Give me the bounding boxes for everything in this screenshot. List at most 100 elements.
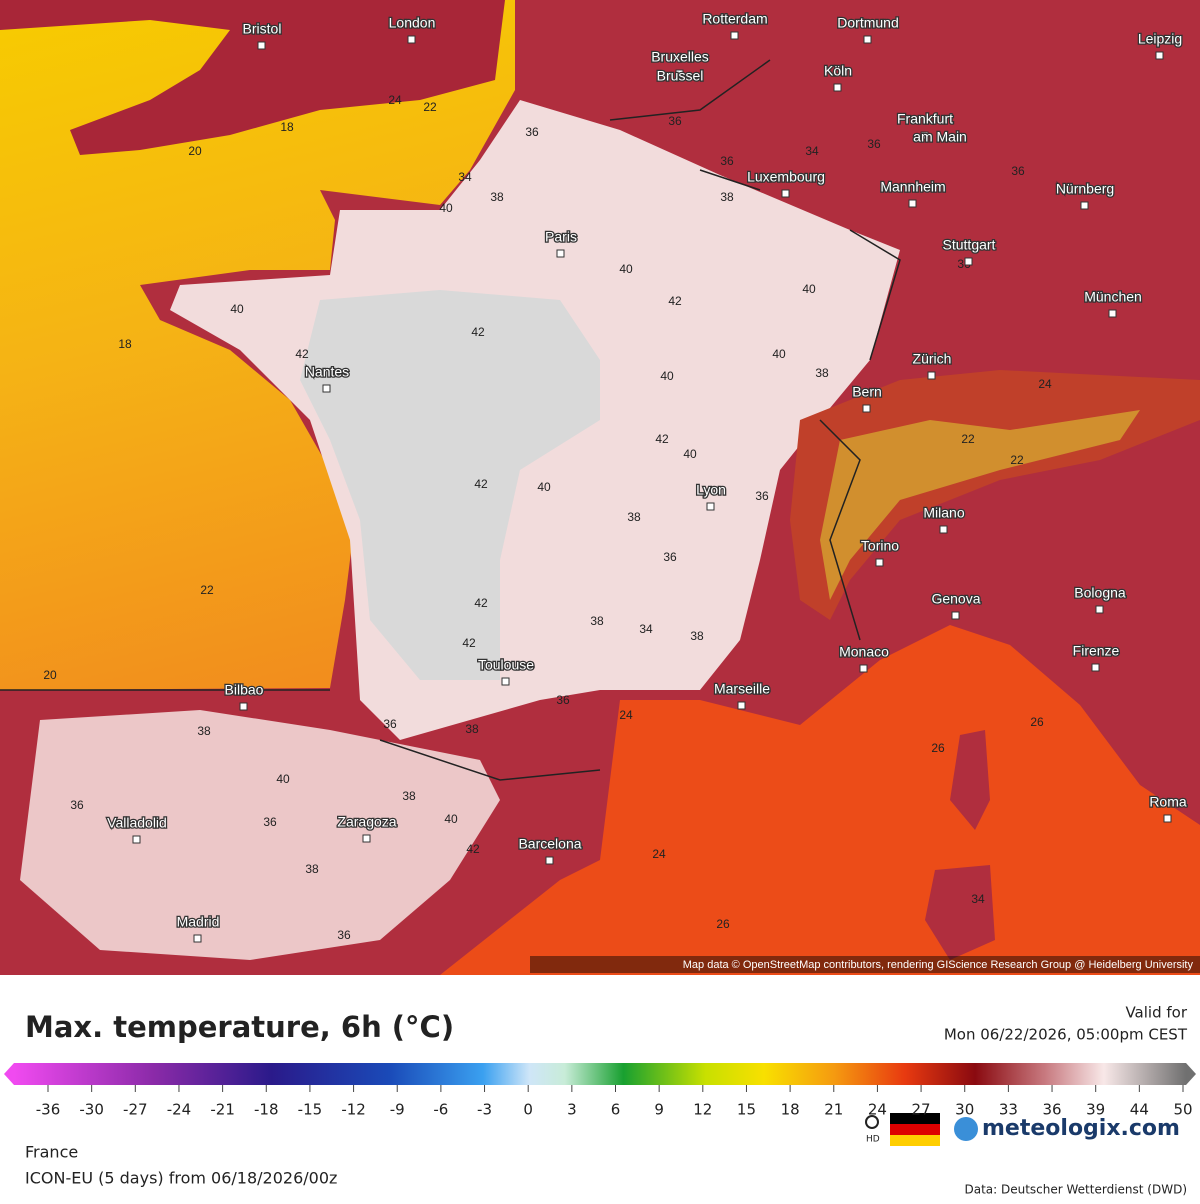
contour-label: 26	[1030, 715, 1044, 729]
city-label: Bruxelles	[651, 49, 709, 65]
region: France	[25, 1143, 78, 1162]
map: Map data © OpenStreetMap contributors, r…	[0, 0, 1200, 975]
attribution: Map data © OpenStreetMap contributors, r…	[683, 959, 1194, 971]
valid-label: Valid for	[1125, 1004, 1187, 1022]
contour-label: 42	[668, 294, 682, 308]
contour-label: 40	[619, 262, 633, 276]
city-label: Madrid	[177, 914, 220, 930]
contour-label: 36	[1011, 164, 1025, 178]
contour-label: 38	[402, 789, 416, 803]
city-marker	[859, 664, 868, 673]
contour-label: 38	[465, 722, 479, 736]
contour-label: 38	[305, 862, 319, 876]
city-label: Bern	[852, 384, 882, 400]
city-marker	[322, 384, 331, 393]
city-marker	[239, 702, 248, 711]
legend-tick-label: 9	[654, 1101, 664, 1119]
contour-label: 42	[295, 347, 309, 361]
contour-label: 38	[627, 510, 641, 524]
legend-tick-label: 6	[611, 1101, 621, 1119]
city-label: Barcelona	[518, 836, 581, 852]
contour-label: 38	[815, 366, 829, 380]
legend-tick-label: 0	[523, 1101, 533, 1119]
hot-core	[300, 290, 600, 680]
contour-label: 42	[474, 596, 488, 610]
legend-tick-label: 33	[999, 1101, 1018, 1119]
city-marker	[781, 189, 790, 198]
legend-bar	[14, 1063, 1186, 1085]
contour-label: 42	[655, 432, 669, 446]
contour-label: 22	[961, 432, 975, 446]
legend-tick-label: 44	[1130, 1101, 1149, 1119]
contour-label: 36	[755, 489, 769, 503]
legend-tick-label: -18	[254, 1101, 279, 1119]
contour-label: 42	[474, 477, 488, 491]
flag-red	[890, 1124, 940, 1135]
legend-tick-label: -12	[341, 1101, 366, 1119]
city-label: Toulouse	[478, 657, 534, 673]
city-label: Milano	[923, 505, 964, 521]
city-marker	[833, 83, 842, 92]
city-marker	[501, 677, 510, 686]
contour-label: 36	[663, 550, 677, 564]
contour-label: 18	[118, 337, 132, 351]
city-marker	[1091, 663, 1100, 672]
city-label: Nantes	[305, 364, 349, 380]
contour-label: 42	[471, 325, 485, 339]
contour-label: 34	[458, 170, 472, 184]
city-label: Stuttgart	[943, 237, 996, 253]
city-label: Bristol	[243, 21, 282, 37]
contour-label: 40	[660, 369, 674, 383]
legend-tick-label: -36	[36, 1101, 61, 1119]
attribution-bg	[530, 956, 1200, 973]
contour-label: 22	[423, 100, 437, 114]
city-label: Valladolid	[107, 815, 167, 831]
mediterranean	[440, 625, 1200, 975]
contour-label: 26	[716, 917, 730, 931]
flag-gold	[890, 1135, 940, 1146]
contour-label: 34	[639, 622, 653, 636]
city-marker	[730, 31, 739, 40]
city-label: Bologna	[1074, 585, 1126, 601]
iberia-interior	[20, 710, 500, 960]
legend-arrow-right	[1186, 1063, 1196, 1085]
city-marker	[908, 199, 917, 208]
city-marker	[927, 371, 936, 380]
city-label: Zürich	[913, 351, 952, 367]
city-marker	[862, 404, 871, 413]
britain	[0, 0, 505, 155]
city-label: Leipzig	[1138, 31, 1182, 47]
legend-tick-label: -9	[390, 1101, 405, 1119]
legend-tick-label: -3	[477, 1101, 492, 1119]
contour-label: 36	[263, 815, 277, 829]
city-marker	[1163, 814, 1172, 823]
legend-tick-label: 21	[824, 1101, 843, 1119]
contour-label: 36	[556, 693, 570, 707]
legend-tick-label: 3	[567, 1101, 577, 1119]
brand: meteologix.com	[982, 1116, 1180, 1141]
city-label: Nürnberg	[1056, 181, 1114, 197]
valid-time: Mon 06/22/2026, 05:00pm CEST	[944, 1026, 1188, 1044]
contour-label: 42	[462, 636, 476, 650]
city-marker	[407, 35, 416, 44]
legend-tick-label: -15	[298, 1101, 323, 1119]
contour-label: 24	[619, 708, 633, 722]
legend-tick-label: 36	[1042, 1101, 1061, 1119]
islands	[925, 730, 995, 960]
flag-black	[890, 1113, 940, 1124]
legend-tick-label: 27	[912, 1101, 931, 1119]
city-label: Dortmund	[837, 15, 898, 31]
contour-label: 20	[43, 668, 57, 682]
city-label: Frankfurt	[897, 111, 953, 127]
contour-label: 36	[720, 154, 734, 168]
city-marker	[951, 611, 960, 620]
city-marker	[939, 525, 948, 534]
city-marker	[1080, 201, 1089, 210]
contour-label: 36	[668, 114, 682, 128]
city-marker	[362, 834, 371, 843]
legend-tick-label: 30	[955, 1101, 974, 1119]
contour-label: 24	[1038, 377, 1052, 391]
contour-label: 22	[200, 583, 214, 597]
city-label: Bilbao	[225, 682, 264, 698]
